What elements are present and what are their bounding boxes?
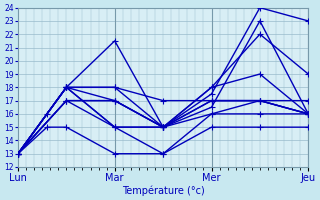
X-axis label: Température (°c): Température (°c)	[122, 185, 204, 196]
